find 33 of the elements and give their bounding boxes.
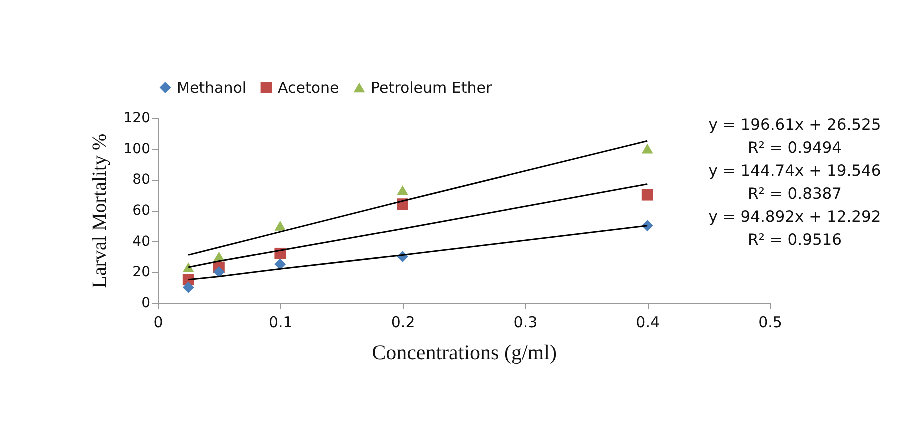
x-tick-label: 0.3 <box>514 314 538 332</box>
annotation: y = 144.74x + 19.546 <box>708 161 882 182</box>
y-tick-label: 80 <box>132 172 150 188</box>
x-tick-label: 0.5 <box>758 314 782 332</box>
y-tick-label: 100 <box>124 141 150 158</box>
line-series <box>188 140 648 256</box>
y-tick-label: 60 <box>132 203 150 219</box>
x-tick-label: 0.1 <box>268 314 293 332</box>
point <box>642 189 654 201</box>
point <box>274 258 286 270</box>
point <box>274 220 286 231</box>
point <box>182 262 194 272</box>
annotation: R² = 0.9516 <box>746 230 844 251</box>
y-axis-title: Larval Mortality % <box>88 134 111 288</box>
annotation: y = 196.61x + 26.525 <box>708 115 882 136</box>
annotation: R² = 0.9494 <box>746 138 844 159</box>
x-tick-label: 0.4 <box>636 314 660 332</box>
point <box>182 282 194 294</box>
y-tick-label: 120 <box>124 110 150 126</box>
y-tick-label: 0 <box>142 296 150 312</box>
legend-label: Methanol <box>177 78 247 97</box>
y-tick-label: 20 <box>132 264 150 281</box>
annotation: R² = 0.8387 <box>746 184 844 205</box>
legend-label: Petroleum Ether <box>371 78 494 97</box>
x-axis-title: Concentrations (g/ml) <box>372 340 557 364</box>
point <box>642 144 654 154</box>
y-tick-label: 40 <box>132 234 150 250</box>
point <box>397 186 408 196</box>
x-tick-label: 0 <box>154 314 164 332</box>
x-tick-label: 0.2 <box>391 314 416 332</box>
point <box>214 266 225 278</box>
annotation: y = 94.892x + 12.292 <box>708 207 882 228</box>
legend-label: Acetone <box>278 78 340 97</box>
